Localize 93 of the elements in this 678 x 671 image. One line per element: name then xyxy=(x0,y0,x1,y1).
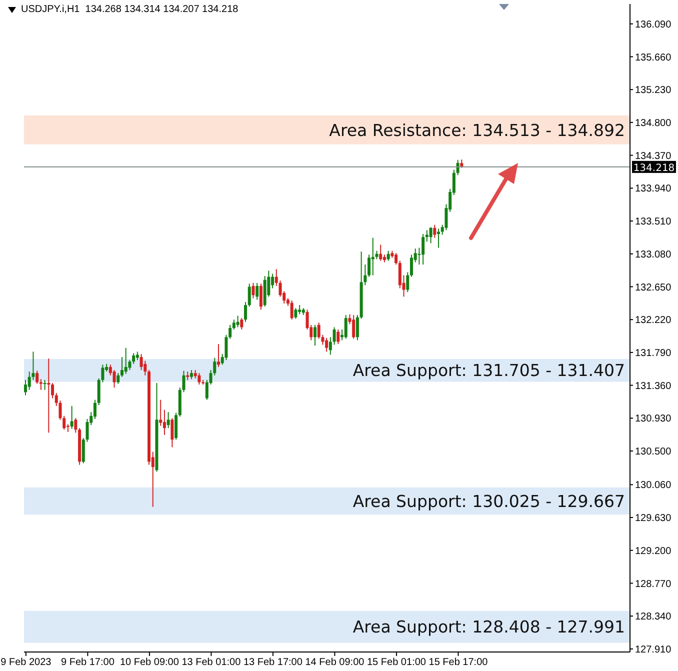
candlestick xyxy=(70,405,74,430)
candlestick xyxy=(437,228,440,248)
x-tick-label: 14 Feb 09:00 xyxy=(305,657,365,668)
candlestick xyxy=(240,318,244,330)
candlestick xyxy=(274,268,278,286)
chart-title: USDJPY.i,H1 134.268 134.314 134.207 134.218 xyxy=(21,4,238,15)
candlestick xyxy=(368,254,371,278)
candlestick xyxy=(325,337,328,352)
x-tick-label: 9 Feb 17:00 xyxy=(61,657,115,668)
y-tick-label: 130.060 xyxy=(635,480,672,492)
candlestick xyxy=(344,314,348,340)
candlestick xyxy=(198,372,201,386)
y-tick-label: 132.220 xyxy=(635,315,672,326)
y-tick-label: 129.200 xyxy=(635,546,672,557)
candlestick xyxy=(36,370,39,384)
candlestick xyxy=(236,315,240,328)
y-tick-label: 135.660 xyxy=(635,52,672,64)
y-tick-label: 130.930 xyxy=(635,414,672,425)
x-tick-label: 9 Feb 2023 xyxy=(0,657,52,668)
candlestick xyxy=(24,379,27,396)
candlestick xyxy=(228,324,232,340)
candlestick xyxy=(433,224,436,238)
candlestick xyxy=(43,379,46,390)
candlestick xyxy=(93,399,96,420)
candlestick xyxy=(216,344,220,368)
candlestick xyxy=(190,370,193,380)
band-label: Area Support: 131.705 - 131.407 xyxy=(352,361,625,380)
candlestick xyxy=(356,314,359,341)
y-tick-label: 133.940 xyxy=(635,184,672,195)
candlestick xyxy=(456,159,460,176)
candlestick xyxy=(124,347,128,374)
candlestick xyxy=(398,260,402,289)
candlestick xyxy=(256,282,259,300)
x-tick-label: 13 Feb 17:00 xyxy=(243,657,303,668)
candlestick xyxy=(248,283,251,308)
y-tick-label: 133.080 xyxy=(635,249,672,260)
candlestick xyxy=(394,252,398,266)
candlestick xyxy=(120,356,124,378)
candlestick xyxy=(174,412,178,440)
candlestick xyxy=(429,226,432,244)
candlestick xyxy=(39,378,42,390)
y-tick-label: 128.770 xyxy=(635,578,672,590)
candlestick xyxy=(252,282,255,299)
candlestick xyxy=(47,358,50,434)
candlestick xyxy=(82,438,85,464)
candlestick xyxy=(162,409,166,436)
y-tick-label: 129.630 xyxy=(635,513,672,524)
band-label: Area Support: 128.408 - 127.991 xyxy=(352,618,625,637)
y-tick-label: 132.650 xyxy=(635,282,672,294)
candlestick xyxy=(259,283,262,310)
candlestick xyxy=(166,412,170,429)
candlestick xyxy=(294,308,298,320)
candlestick xyxy=(170,418,174,448)
y-tick-label: 128.340 xyxy=(635,612,672,623)
y-tick-label: 135.230 xyxy=(635,85,672,96)
candlestick xyxy=(352,314,356,340)
candlestick xyxy=(74,418,78,434)
candlestick xyxy=(336,329,340,345)
candlestick xyxy=(112,370,116,388)
y-tick-label: 131.790 xyxy=(635,348,672,360)
y-tick-label: 133.510 xyxy=(635,216,672,228)
candlestick xyxy=(410,254,413,278)
x-tick-label: 13 Feb 01:00 xyxy=(182,657,242,668)
candlestick xyxy=(224,334,228,361)
y-tick-label: 130.500 xyxy=(635,446,672,458)
x-tick-label: 15 Feb 17:00 xyxy=(428,657,488,668)
candlestick xyxy=(182,370,186,393)
candlestick xyxy=(132,352,136,364)
candlestick xyxy=(232,319,236,330)
candlestick xyxy=(386,250,390,262)
candlestick xyxy=(116,372,120,384)
candlestick xyxy=(62,415,66,430)
x-tick-label: 15 Feb 01:00 xyxy=(367,657,426,668)
candlestick xyxy=(313,324,316,346)
candlestick xyxy=(159,399,162,426)
band-label: Area Support: 130.025 - 129.667 xyxy=(352,492,625,511)
candlestick xyxy=(406,272,410,293)
candlestick xyxy=(328,336,332,356)
candlestick xyxy=(379,244,382,262)
y-tick-label: 134.800 xyxy=(635,118,672,129)
candlestick xyxy=(51,382,54,399)
band-label: Area Resistance: 134.513 - 134.892 xyxy=(329,120,625,140)
candlestick xyxy=(332,326,336,346)
candlestick xyxy=(422,234,425,266)
candlestick xyxy=(298,304,302,315)
y-tick-label: 127.910 xyxy=(635,644,672,656)
y-tick-label: 136.090 xyxy=(635,19,672,30)
y-tick-label: 131.360 xyxy=(635,380,672,392)
candlestick xyxy=(244,302,248,322)
x-tick-label: 10 Feb 09:00 xyxy=(120,657,180,668)
ref-line-label: 134.218 xyxy=(633,162,675,174)
candlestick xyxy=(290,300,294,320)
y-tick-label: 134.370 xyxy=(635,150,672,162)
